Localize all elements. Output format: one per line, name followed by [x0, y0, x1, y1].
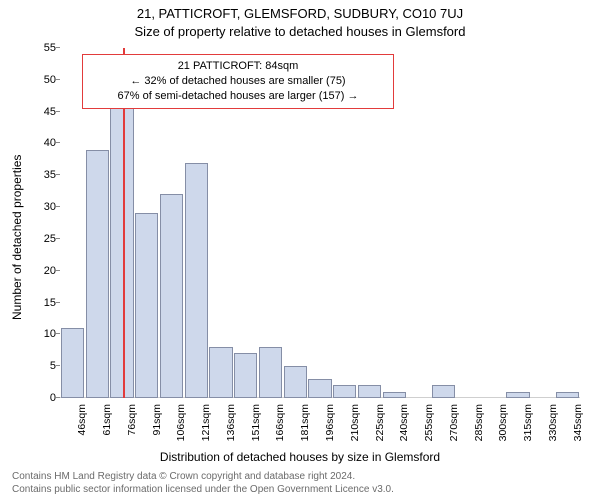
x-tick-label: 166sqm: [274, 404, 286, 464]
histogram-bar: [135, 213, 158, 398]
histogram-bar: [284, 366, 307, 398]
x-tick-label: 225sqm: [374, 404, 386, 464]
y-axis-label: Number of detached properties: [10, 155, 24, 320]
y-tick-label: 5: [28, 360, 56, 372]
histogram-bar: [383, 392, 406, 398]
y-tick-label: 15: [28, 297, 56, 309]
footer-line-2: Contains public sector information licen…: [12, 484, 394, 497]
y-tick-mark: [56, 238, 60, 239]
histogram-bar: [86, 150, 109, 398]
y-tick-mark: [56, 397, 60, 398]
footer-line-1: Contains HM Land Registry data © Crown c…: [12, 471, 394, 484]
annotation-line-2: ← 32% of detached houses are smaller (75…: [91, 74, 385, 89]
plot-area: 051015202530354045505521 PATTICROFT: 84s…: [60, 48, 580, 398]
x-tick-label: 300sqm: [497, 404, 509, 464]
y-tick-mark: [56, 79, 60, 80]
histogram-bar: [506, 392, 529, 398]
y-tick-label: 30: [28, 201, 56, 213]
annotation-line-1: 21 PATTICROFT: 84sqm: [91, 59, 385, 74]
y-tick-mark: [56, 206, 60, 207]
histogram-bar: [185, 163, 208, 398]
x-tick-label: 345sqm: [572, 404, 584, 464]
y-tick-label: 55: [28, 42, 56, 54]
histogram-bar: [432, 385, 455, 398]
x-tick-label: 61sqm: [101, 404, 113, 464]
x-tick-label: 151sqm: [250, 404, 262, 464]
y-tick-label: 50: [28, 74, 56, 86]
x-tick-label: 136sqm: [225, 404, 237, 464]
annotation-line-3: 67% of semi-detached houses are larger (…: [91, 89, 385, 104]
footer-attribution: Contains HM Land Registry data © Crown c…: [12, 471, 394, 496]
y-tick-mark: [56, 270, 60, 271]
y-tick-mark: [56, 302, 60, 303]
y-tick-mark: [56, 111, 60, 112]
page-title-address: 21, PATTICROFT, GLEMSFORD, SUDBURY, CO10…: [0, 6, 600, 21]
y-tick-label: 45: [28, 106, 56, 118]
y-tick-label: 0: [28, 392, 56, 404]
x-tick-label: 210sqm: [349, 404, 361, 464]
y-tick-label: 20: [28, 265, 56, 277]
histogram-bar: [333, 385, 356, 398]
y-tick-mark: [56, 333, 60, 334]
x-tick-label: 330sqm: [547, 404, 559, 464]
page-subtitle: Size of property relative to detached ho…: [0, 24, 600, 39]
x-tick-label: 46sqm: [76, 404, 88, 464]
y-tick-label: 25: [28, 233, 56, 245]
x-tick-label: 76sqm: [126, 404, 138, 464]
y-tick-mark: [56, 174, 60, 175]
y-tick-label: 35: [28, 169, 56, 181]
y-tick-mark: [56, 47, 60, 48]
histogram-bar: [308, 379, 331, 398]
histogram-bar: [209, 347, 232, 398]
histogram-bar: [61, 328, 84, 398]
x-tick-label: 121sqm: [200, 404, 212, 464]
histogram-bar: [234, 353, 257, 398]
y-tick-label: 10: [28, 328, 56, 340]
histogram-bar: [556, 392, 579, 398]
x-tick-label: 106sqm: [175, 404, 187, 464]
chart-container: 21, PATTICROFT, GLEMSFORD, SUDBURY, CO10…: [0, 0, 600, 500]
histogram-bar: [110, 73, 133, 398]
x-tick-label: 240sqm: [398, 404, 410, 464]
annotation-box: 21 PATTICROFT: 84sqm← 32% of detached ho…: [82, 54, 394, 109]
x-tick-label: 255sqm: [423, 404, 435, 464]
y-tick-mark: [56, 365, 60, 366]
x-tick-label: 315sqm: [522, 404, 534, 464]
y-tick-label: 40: [28, 137, 56, 149]
x-tick-label: 181sqm: [299, 404, 311, 464]
histogram-bar: [259, 347, 282, 398]
histogram-bar: [160, 194, 183, 398]
x-tick-label: 270sqm: [448, 404, 460, 464]
y-tick-mark: [56, 142, 60, 143]
x-tick-label: 285sqm: [473, 404, 485, 464]
x-tick-label: 91sqm: [151, 404, 163, 464]
x-tick-label: 196sqm: [324, 404, 336, 464]
histogram-bar: [358, 385, 381, 398]
